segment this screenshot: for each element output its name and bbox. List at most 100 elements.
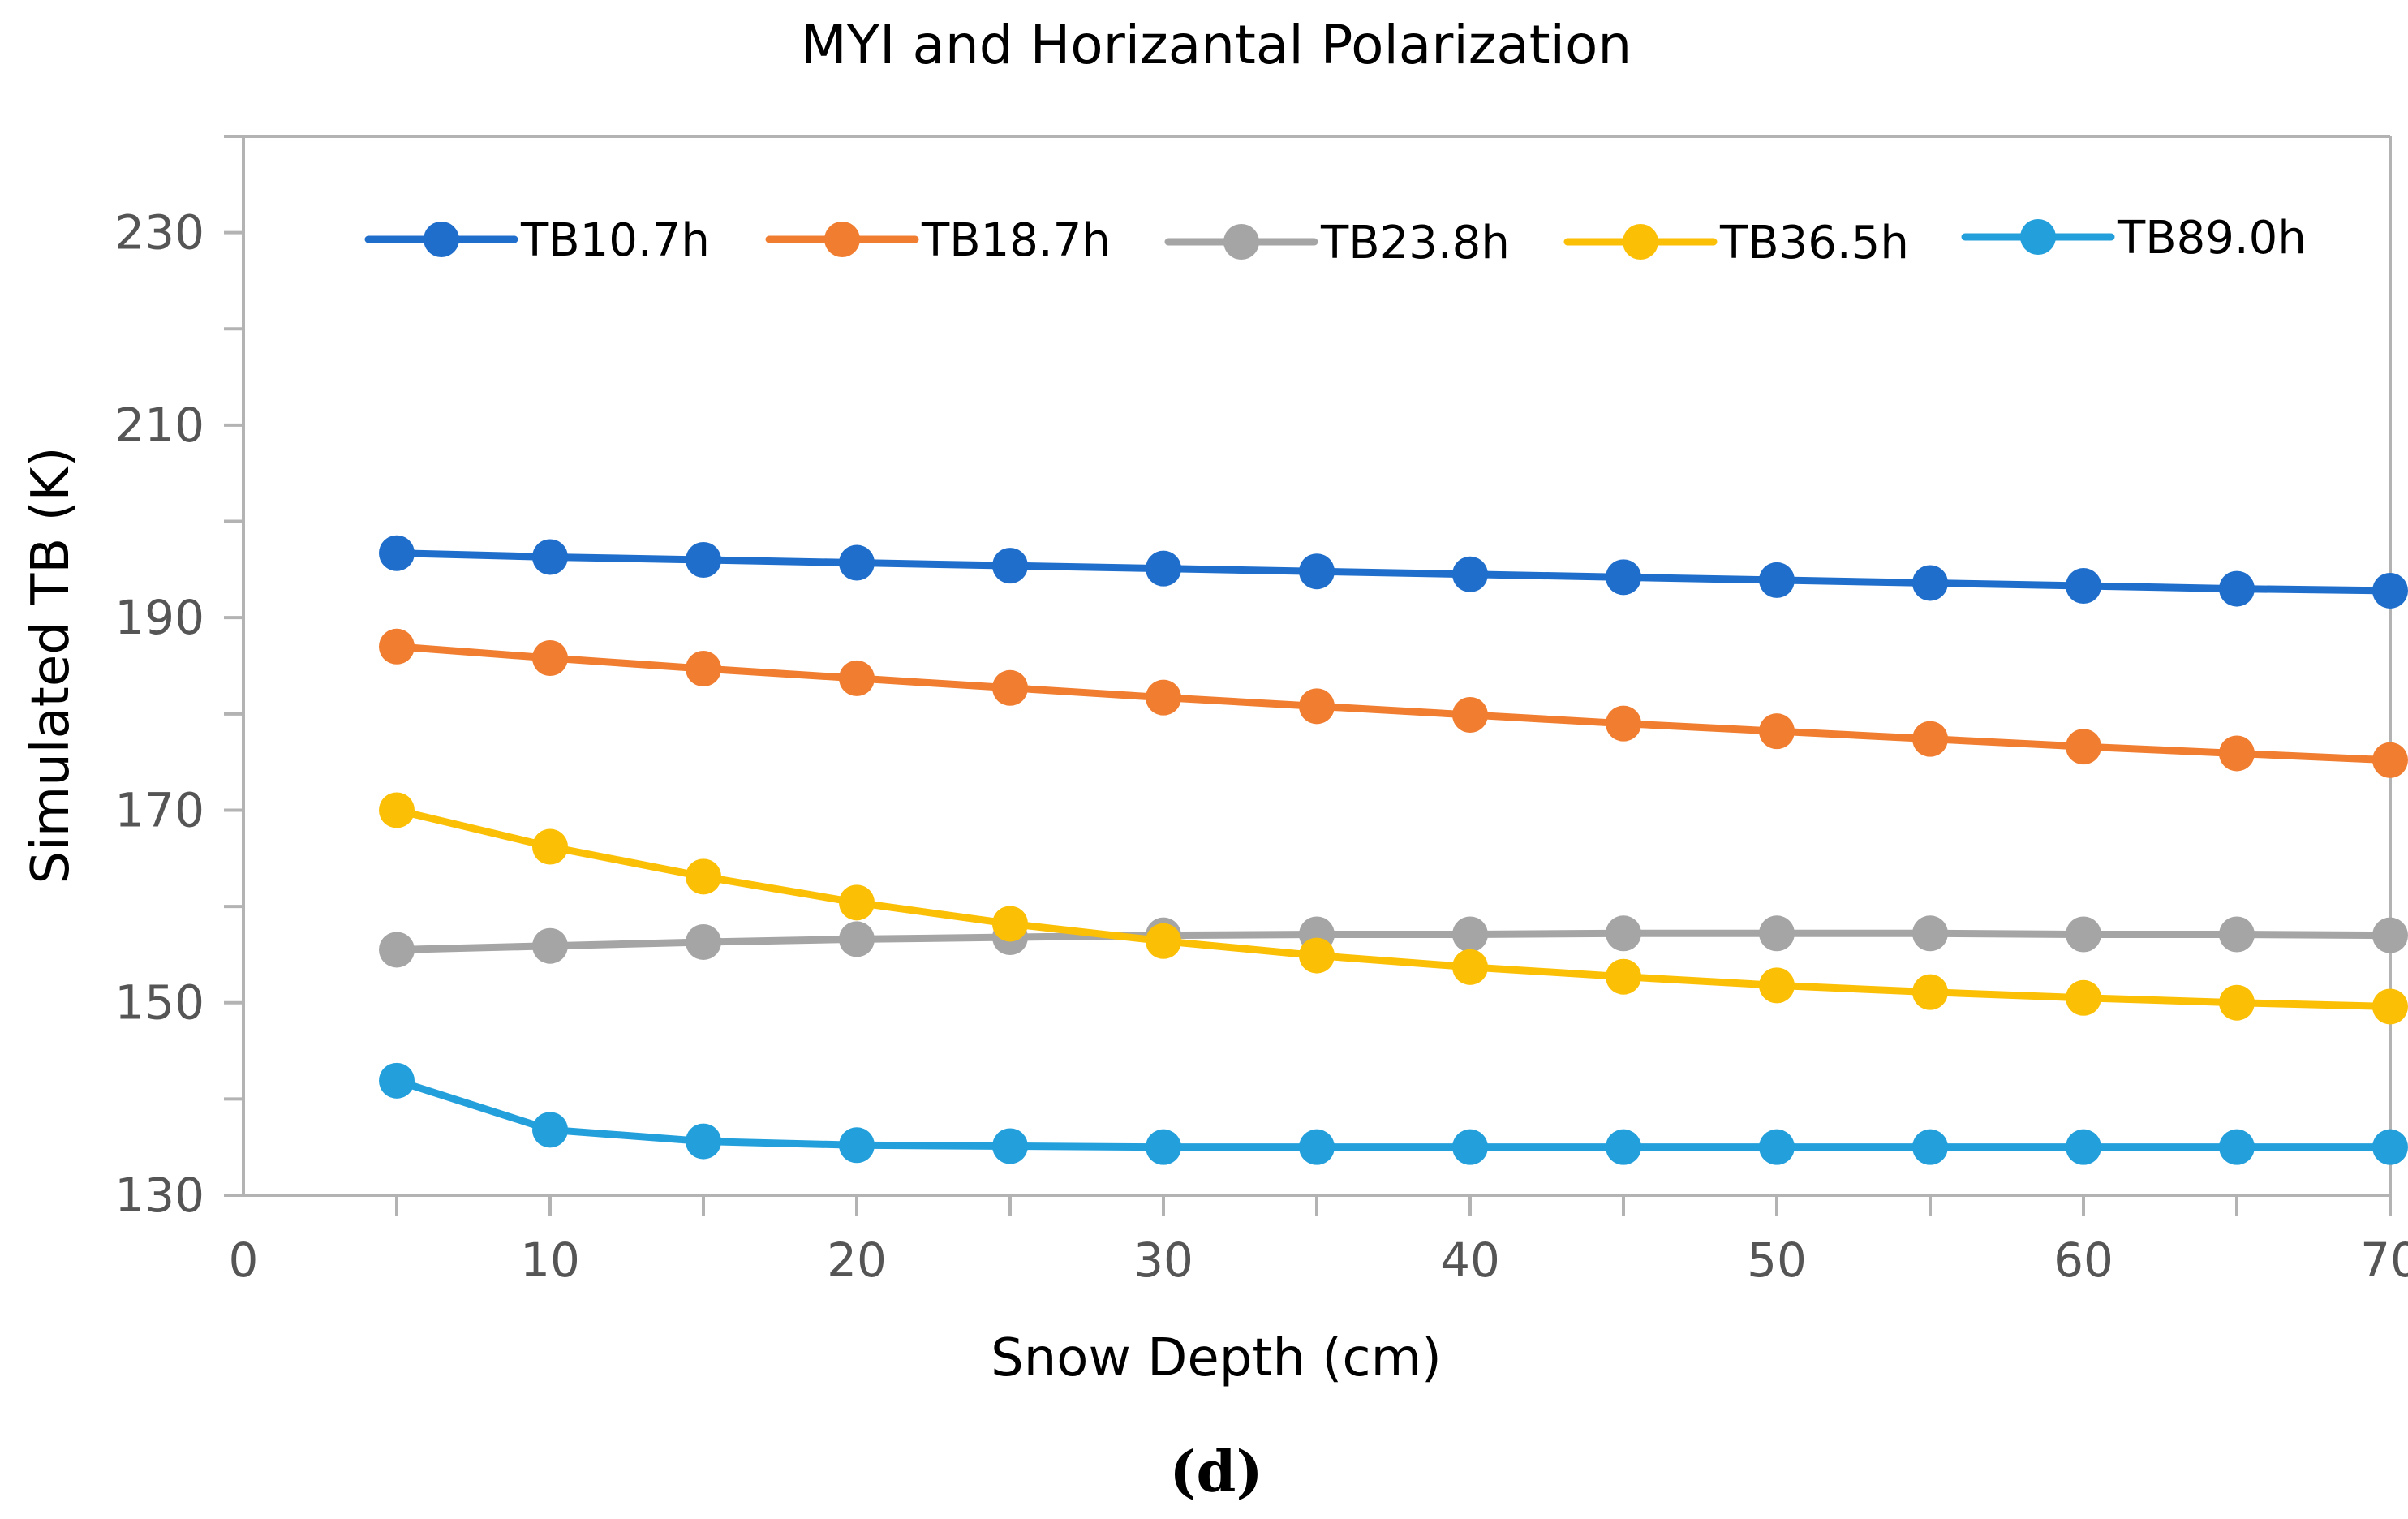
data-point-tb18-7h bbox=[839, 660, 875, 696]
data-point-tb10-7h bbox=[1606, 559, 1641, 596]
legend-marker-tb89-0h bbox=[2020, 219, 2056, 255]
data-point-tb36-5h bbox=[1299, 937, 1335, 974]
y-tick-label: 130 bbox=[114, 1168, 204, 1223]
series-layer bbox=[379, 535, 2408, 1165]
data-point-tb36-5h bbox=[1452, 949, 1488, 985]
series-line-tb18-7h bbox=[393, 643, 2394, 764]
data-point-tb89-0h bbox=[2066, 1129, 2101, 1165]
data-point-tb10-7h bbox=[1759, 562, 1795, 598]
data-point-tb18-7h bbox=[1606, 705, 1641, 742]
data-point-tb36-5h bbox=[2372, 988, 2408, 1025]
data-point-tb18-7h bbox=[1912, 721, 1948, 757]
series-line-tb36-5h bbox=[393, 806, 2394, 1010]
data-point-tb36-5h bbox=[1759, 967, 1795, 1004]
data-point-tb10-7h bbox=[379, 535, 415, 571]
legend-label-tb23-8h: TB23.8h bbox=[1320, 217, 1510, 269]
data-point-tb36-5h bbox=[1912, 974, 1948, 1010]
data-point-tb10-7h bbox=[1299, 553, 1335, 590]
y-axis-ticks: 130 150 170 190 210 230 bbox=[114, 135, 243, 1223]
y-tick-label: 190 bbox=[114, 590, 204, 645]
data-point-tb23-8h bbox=[1912, 915, 1948, 952]
series-tb10-7h bbox=[379, 535, 2408, 609]
y-tick-label: 210 bbox=[114, 398, 204, 453]
data-point-tb10-7h bbox=[532, 539, 568, 575]
legend-marker-tb23-8h bbox=[1223, 224, 1259, 260]
x-tick-label: 70 bbox=[2360, 1233, 2408, 1288]
series-tb36-5h bbox=[379, 792, 2408, 1025]
data-point-tb36-5h bbox=[839, 884, 875, 921]
data-point-tb10-7h bbox=[2219, 570, 2255, 607]
legend-label-tb36-5h: TB36.5h bbox=[1719, 217, 1909, 269]
data-point-tb23-8h bbox=[686, 923, 721, 960]
data-point-tb23-8h bbox=[532, 927, 568, 964]
data-point-tb36-5h bbox=[1146, 923, 1181, 959]
legend-marker-tb18-7h bbox=[824, 222, 860, 257]
data-point-tb36-5h bbox=[2219, 984, 2255, 1021]
data-point-tb10-7h bbox=[1452, 556, 1488, 592]
legend-item-tb89-0h: TB89.0h bbox=[1961, 212, 2307, 265]
data-point-tb18-7h bbox=[992, 669, 1028, 706]
data-point-tb10-7h bbox=[839, 544, 875, 581]
data-point-tb89-0h bbox=[839, 1127, 875, 1164]
y-axis-label: Simulated TB (K) bbox=[21, 447, 81, 884]
data-point-tb23-8h bbox=[1606, 915, 1641, 952]
data-point-tb18-7h bbox=[1759, 713, 1795, 750]
data-point-tb89-0h bbox=[686, 1123, 721, 1160]
data-point-tb18-7h bbox=[2219, 735, 2255, 772]
x-tick-label: 60 bbox=[2053, 1233, 2113, 1288]
series-line-tb23-8h bbox=[393, 929, 2394, 953]
x-tick-label: 40 bbox=[1440, 1233, 1500, 1288]
series-tb18-7h bbox=[379, 628, 2408, 778]
data-point-tb10-7h bbox=[1146, 550, 1181, 587]
data-point-tb36-5h bbox=[2066, 979, 2101, 1016]
x-tick-label: 30 bbox=[1133, 1233, 1193, 1288]
data-point-tb10-7h bbox=[686, 542, 721, 578]
data-point-tb36-5h bbox=[1606, 958, 1641, 995]
legend-item-tb10-7h: TB10.7h bbox=[364, 214, 710, 267]
series-line-tb10-7h bbox=[393, 549, 2394, 595]
legend-item-tb23-8h: TB23.8h bbox=[1164, 217, 1510, 269]
data-point-tb89-0h bbox=[992, 1128, 1028, 1164]
data-point-tb89-0h bbox=[1759, 1129, 1795, 1165]
y-tick-label: 230 bbox=[114, 205, 204, 260]
x-axis-label: Snow Depth (cm) bbox=[991, 1328, 1442, 1388]
data-point-tb10-7h bbox=[2066, 568, 2101, 605]
data-point-tb18-7h bbox=[379, 628, 415, 665]
data-point-tb23-8h bbox=[2372, 917, 2408, 953]
legend: TB10.7h TB18.7h TB23.8h TB36.5h TB89.0h bbox=[364, 212, 2307, 269]
y-tick-label: 150 bbox=[114, 975, 204, 1031]
x-tick-label: 20 bbox=[827, 1233, 887, 1288]
data-point-tb23-8h bbox=[2066, 916, 2101, 953]
data-point-tb18-7h bbox=[686, 651, 721, 687]
legend-item-tb36-5h: TB36.5h bbox=[1563, 217, 1909, 269]
data-point-tb36-5h bbox=[686, 858, 721, 895]
data-point-tb23-8h bbox=[1452, 916, 1488, 953]
data-point-tb18-7h bbox=[1146, 679, 1181, 716]
data-point-tb10-7h bbox=[1912, 565, 1948, 601]
data-point-tb18-7h bbox=[2372, 742, 2408, 778]
data-point-tb23-8h bbox=[1759, 915, 1795, 952]
data-point-tb89-0h bbox=[379, 1062, 415, 1099]
series-line-tb89-0h bbox=[393, 1077, 2394, 1151]
data-point-tb89-0h bbox=[2372, 1129, 2408, 1165]
x-tick-label: 50 bbox=[1747, 1233, 1807, 1288]
data-point-tb36-5h bbox=[379, 792, 415, 828]
legend-marker-tb10-7h bbox=[424, 222, 459, 257]
data-point-tb89-0h bbox=[532, 1112, 568, 1148]
x-axis-ticks: 0 10 20 30 40 50 60 70 bbox=[229, 1195, 2408, 1288]
data-point-tb23-8h bbox=[379, 932, 415, 968]
data-point-tb36-5h bbox=[992, 906, 1028, 942]
legend-label-tb10-7h: TB10.7h bbox=[520, 214, 710, 267]
data-point-tb10-7h bbox=[2372, 572, 2408, 609]
x-tick-label: 0 bbox=[229, 1233, 259, 1288]
data-point-tb89-0h bbox=[1452, 1129, 1488, 1165]
x-tick-label: 10 bbox=[520, 1233, 580, 1288]
data-point-tb36-5h bbox=[532, 828, 568, 865]
series-tb89-0h bbox=[379, 1062, 2408, 1165]
data-point-tb18-7h bbox=[1299, 688, 1335, 725]
data-point-tb18-7h bbox=[1452, 697, 1488, 734]
legend-label-tb18-7h: TB18.7h bbox=[921, 214, 1111, 267]
data-point-tb18-7h bbox=[532, 640, 568, 677]
data-point-tb18-7h bbox=[2066, 729, 2101, 765]
